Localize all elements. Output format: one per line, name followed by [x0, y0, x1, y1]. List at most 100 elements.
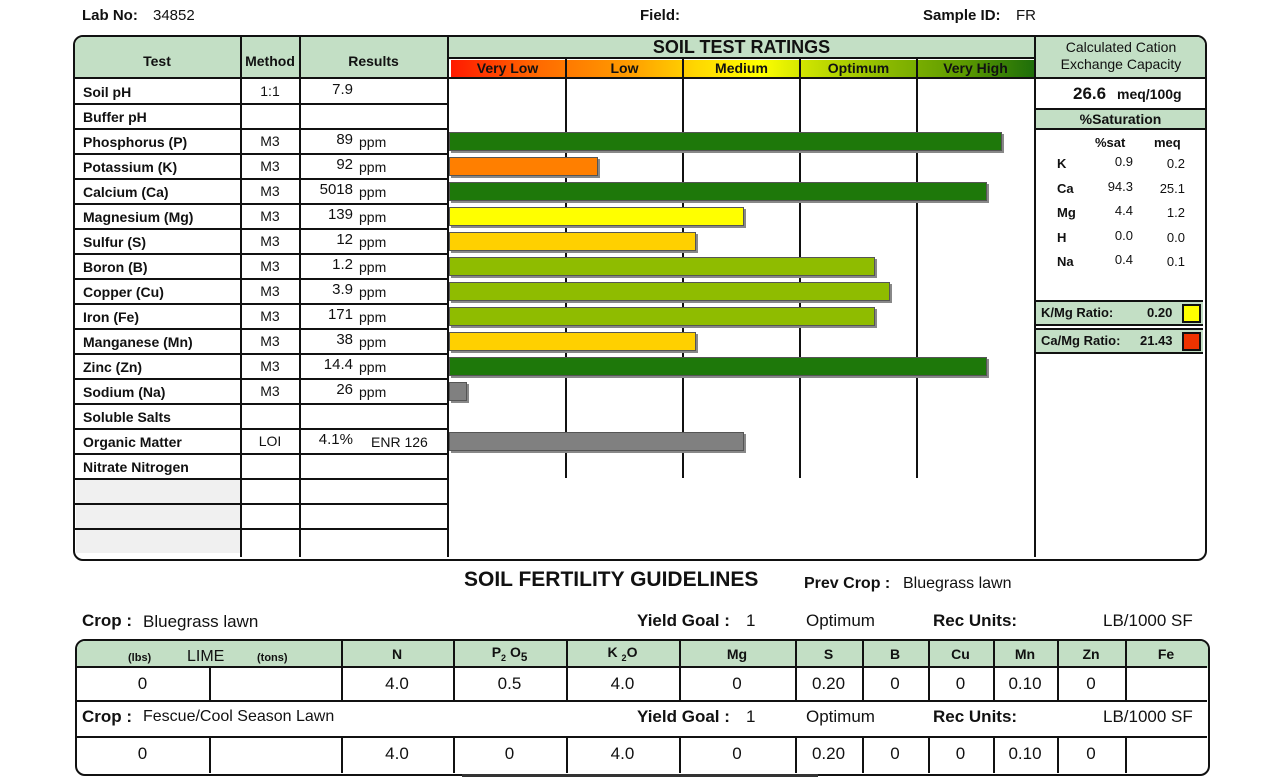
col-divider	[1057, 640, 1059, 667]
row-divider	[74, 528, 447, 530]
rec-value: 0	[955, 674, 966, 693]
col-divider	[862, 667, 864, 700]
camg-color-swatch	[1182, 332, 1201, 351]
test-value: 3.9	[332, 281, 353, 298]
test-name: Zinc (Zn)	[83, 359, 143, 375]
camg-ratio: Ca/Mg Ratio: 21.43	[1036, 328, 1203, 354]
test-value: 4.1%	[318, 431, 353, 448]
test-name: Calcium (Ca)	[83, 184, 169, 200]
lime-lbs: (lbs)	[128, 652, 152, 664]
rating-level-low: Low	[610, 60, 639, 76]
camg-value: 21.43	[1140, 333, 1173, 348]
test-method: M3	[260, 183, 280, 199]
test-method: M3	[260, 383, 280, 399]
sat-meq: 0.2	[1166, 156, 1185, 171]
rating-bar	[449, 357, 988, 376]
test-name: Buffer pH	[83, 109, 147, 125]
test-method: M3	[260, 333, 280, 349]
rec-units: LB/1000 SF	[1103, 707, 1193, 726]
col-divider	[453, 667, 455, 700]
rec-value: 0	[137, 744, 148, 763]
rating-bar	[449, 432, 744, 451]
cec-title-2: Exchange Capacity	[1060, 56, 1182, 72]
col-divider	[928, 640, 930, 667]
test-unit: ppm	[359, 284, 387, 300]
row-divider	[74, 103, 447, 105]
row-divider	[74, 203, 447, 205]
row-divider	[74, 428, 447, 430]
col-divider	[679, 667, 681, 700]
row-divider	[74, 128, 447, 130]
test-value: 171	[327, 306, 353, 323]
rating-level-very-low: Very Low	[476, 60, 539, 76]
test-value: 89	[336, 131, 353, 148]
col-k2o: K 2O	[566, 644, 679, 663]
rating-level-very-high: Very High	[943, 60, 1008, 76]
test-name: Sodium (Na)	[83, 384, 166, 400]
test-value: 7.9	[332, 81, 353, 98]
row-divider	[74, 178, 447, 180]
col-divider	[1125, 667, 1127, 700]
col-divider	[928, 737, 930, 773]
test-unit: ppm	[359, 209, 387, 225]
rec-value: 4.0	[385, 674, 409, 693]
test-method: M3	[260, 208, 280, 224]
rec-value: 0	[890, 744, 900, 763]
sat-element: Na	[1057, 254, 1074, 269]
test-name: Boron (B)	[83, 259, 148, 275]
sat-meq: 0.1	[1166, 254, 1185, 269]
sat-percent: 94.3	[1107, 178, 1133, 194]
test-value: 1.2	[332, 256, 353, 273]
saturation-title: %Saturation	[1036, 108, 1205, 130]
test-name: Phosphorus (P)	[83, 134, 188, 150]
camg-label: Ca/Mg Ratio:	[1041, 333, 1121, 348]
test-method: LOI	[258, 433, 282, 449]
p-sub: 2	[501, 652, 507, 663]
test-name: Magnesium (Mg)	[83, 209, 194, 225]
lab-no-label: Lab No:	[82, 7, 138, 24]
rec-value: 0.5	[497, 674, 522, 693]
col-divider	[209, 737, 211, 773]
row-divider	[74, 503, 447, 505]
rec-value: 0	[732, 744, 742, 763]
rec-value: 4.0	[610, 674, 635, 693]
cec-title-1: Calculated Cation	[1065, 39, 1177, 55]
row-divider	[74, 228, 447, 230]
column-divider	[240, 35, 242, 557]
col-divider	[862, 640, 864, 667]
col-divider	[341, 640, 343, 667]
col-divider	[862, 737, 864, 773]
col-p2o5: P2 O5	[453, 644, 566, 664]
test-name: Iron (Fe)	[83, 309, 139, 325]
test-unit: ppm	[359, 184, 387, 200]
col-divider	[795, 667, 797, 700]
test-method: 1:1	[260, 83, 280, 99]
test-name: Organic Matter	[83, 434, 182, 450]
rating-bar	[449, 132, 1003, 151]
sat-element: Mg	[1057, 205, 1076, 220]
kmg-ratio: K/Mg Ratio: 0.20	[1036, 300, 1203, 326]
col-b: B	[889, 646, 901, 662]
o-sub: 5	[520, 650, 528, 664]
yield-goal-label: Yield Goal :	[637, 611, 730, 630]
rec-value: 0	[137, 674, 148, 693]
test-method: M3	[260, 233, 280, 249]
col-mg: Mg	[726, 646, 748, 662]
col-mn: Mn	[1014, 646, 1036, 662]
test-unit: ppm	[359, 334, 387, 350]
row-divider	[76, 736, 1207, 738]
test-name: Soluble Salts	[83, 409, 171, 425]
rating-bar	[449, 382, 467, 401]
empty-row	[76, 530, 240, 553]
lab-no: 34852	[153, 7, 195, 24]
test-unit: ENR 126	[371, 434, 428, 450]
test-value: 26	[336, 381, 353, 398]
test-name: Potassium (K)	[83, 159, 178, 175]
rating-bar	[449, 157, 598, 176]
rec-value: 4.0	[610, 744, 635, 763]
col-divider	[993, 667, 995, 700]
col-divider	[1125, 737, 1127, 773]
ratings-title: SOIL TEST RATINGS	[652, 37, 831, 57]
test-method: M3	[260, 358, 280, 374]
test-method: M3	[260, 283, 280, 299]
